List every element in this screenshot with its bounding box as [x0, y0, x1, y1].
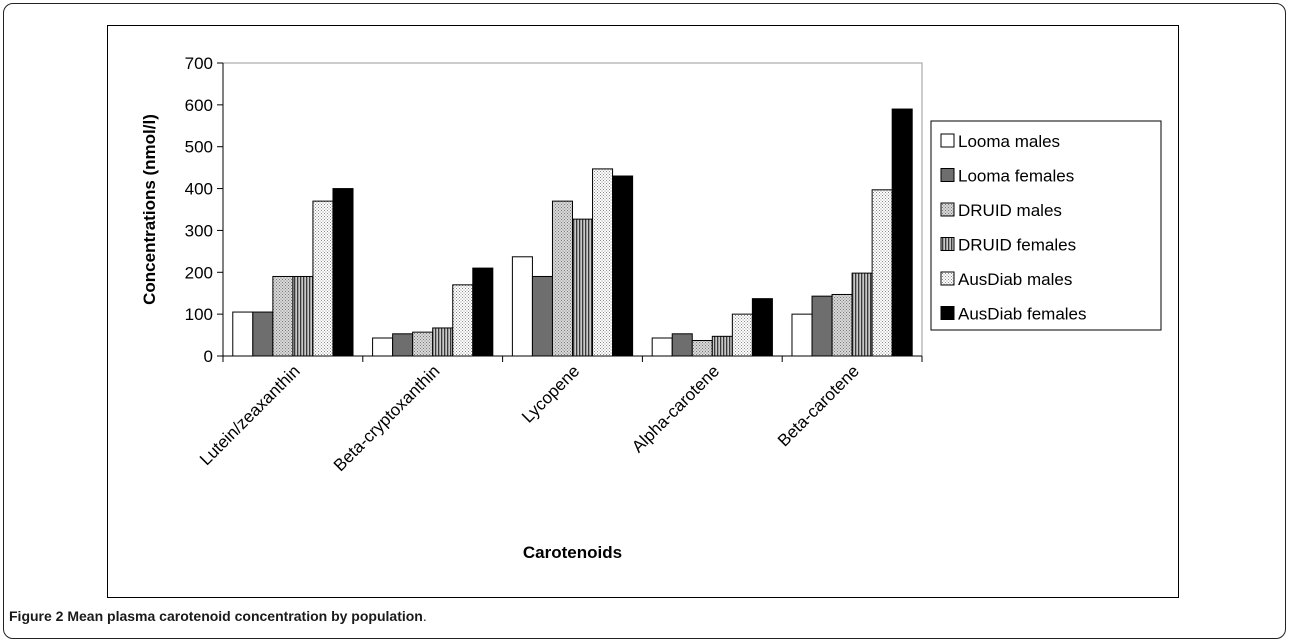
legend-swatch: [940, 237, 955, 251]
bar: [791, 313, 813, 357]
legend-label: DRUID females: [958, 236, 1076, 255]
y-tick-label: 100: [185, 305, 213, 324]
bar-chart: 0 100 200 300 400 500 600 700 Concentrations (nm…: [140, 54, 1162, 562]
bar: [372, 337, 394, 357]
x-tick-label: Beta-carotene: [774, 361, 863, 450]
legend-label: Looma females: [958, 167, 1074, 186]
bar: [871, 189, 893, 357]
y-tick-label: 300: [185, 221, 213, 240]
bar: [472, 267, 494, 357]
bar: [831, 293, 853, 357]
bar: [572, 218, 594, 357]
bar: [392, 333, 414, 357]
bar: [851, 272, 873, 357]
y-tick-label: 400: [185, 180, 213, 199]
y-axis: 0 100 200 300 400 500 600 700 Concentrations (nm…: [140, 54, 923, 366]
bar: [432, 327, 454, 357]
bar: [551, 200, 573, 357]
legend-label: Looma males: [958, 132, 1060, 151]
bar: [412, 331, 434, 357]
bar: [272, 275, 294, 357]
bar: [252, 311, 274, 357]
bar: [651, 337, 673, 357]
figure-caption-text: Mean plasma carotenoid concentration by …: [67, 608, 423, 624]
figure-caption: Figure 2 Mean plasma carotenoid concentr…: [9, 608, 427, 624]
bar: [452, 284, 474, 357]
y-tick-label: 700: [185, 54, 213, 73]
bar: [531, 275, 553, 357]
legend-label: DRUID males: [958, 201, 1062, 220]
legend-box: [930, 120, 1162, 331]
bar: [511, 256, 533, 357]
bar: [612, 175, 634, 357]
figure-caption-end: .: [422, 608, 427, 624]
bar: [332, 188, 354, 357]
x-tick-label: Lycopene: [518, 361, 583, 426]
bar: [232, 311, 254, 357]
bar: [811, 295, 833, 357]
bar: [731, 313, 753, 357]
y-tick-label: 0: [204, 347, 213, 366]
legend-swatch: [940, 202, 955, 217]
bars: [232, 108, 913, 357]
legend-label: AusDiab females: [958, 305, 1087, 324]
figure-label: Figure 2: [9, 608, 64, 624]
bar: [751, 298, 773, 357]
bar: [691, 340, 713, 357]
y-axis-title: Concentrations (nmol/l): [140, 114, 159, 305]
figure-frame: [3, 3, 1286, 639]
x-axis-title: Carotenoids: [523, 543, 622, 562]
legend-swatch: [940, 168, 955, 182]
x-tick-label: Alpha-carotene: [628, 361, 723, 456]
bar: [592, 168, 614, 357]
x-tick-label: Lutein/zeaxanthin: [196, 361, 304, 469]
bar: [292, 275, 314, 357]
x-axis: Lutein/zeaxanthin Beta-cryptoxanthin Lycop…: [196, 355, 923, 562]
legend-swatch: [940, 271, 955, 286]
legend-label: AusDiab males: [958, 270, 1072, 289]
bar: [671, 333, 693, 357]
bar: [312, 200, 334, 357]
bar: [891, 108, 913, 357]
legend: Looma males Looma females DRUID males DRUID…: [930, 120, 1162, 331]
y-tick-label: 200: [185, 263, 213, 282]
bar: [711, 335, 733, 357]
legend-swatch: [940, 306, 955, 320]
legend-swatch: [940, 133, 955, 148]
x-tick-label: Beta-cryptoxanthin: [330, 361, 444, 475]
chart-area: [107, 25, 1179, 598]
y-tick-label: 500: [185, 138, 213, 157]
y-tick-label: 600: [185, 96, 213, 115]
